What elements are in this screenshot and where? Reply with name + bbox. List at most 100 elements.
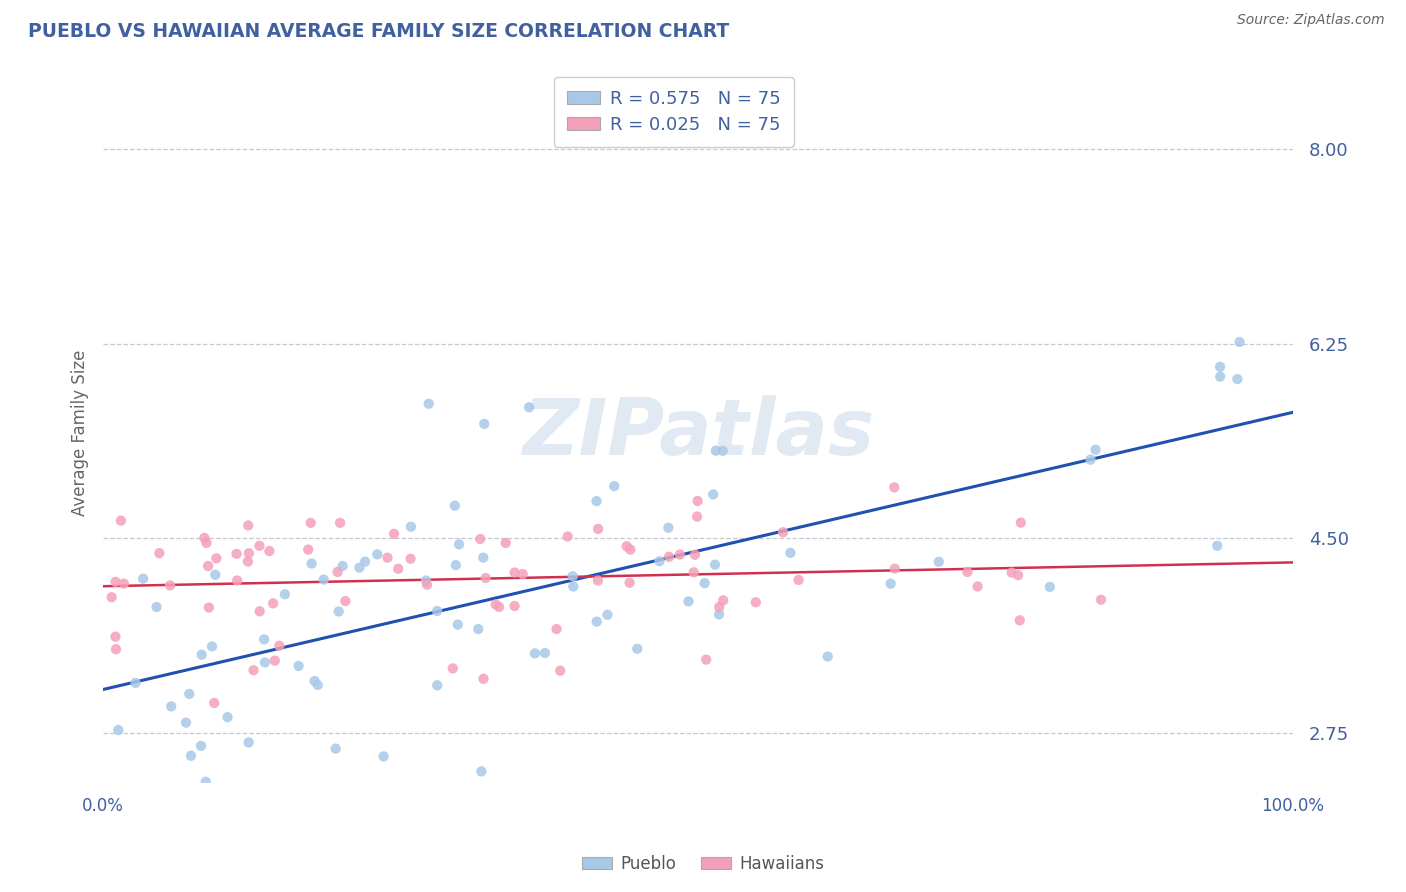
Point xyxy=(174,715,197,730)
Point xyxy=(201,640,224,654)
Point xyxy=(205,551,228,566)
Text: PUEBLO VS HAWAIIAN AVERAGE FAMILY SIZE CORRELATION CHART: PUEBLO VS HAWAIIAN AVERAGE FAMILY SIZE C… xyxy=(28,22,730,41)
Point xyxy=(449,537,471,551)
Point xyxy=(444,499,467,513)
Point xyxy=(253,656,276,670)
Point xyxy=(159,578,181,592)
Point xyxy=(193,531,215,545)
Point xyxy=(307,678,329,692)
Point xyxy=(704,443,727,458)
Point xyxy=(883,480,905,494)
Point xyxy=(561,569,583,583)
Point xyxy=(585,615,607,629)
Point xyxy=(1010,516,1032,530)
Point xyxy=(242,663,264,677)
Point xyxy=(548,664,571,678)
Legend: R = 0.575   N = 75, R = 0.025   N = 75: R = 0.575 N = 75, R = 0.025 N = 75 xyxy=(554,77,794,146)
Point xyxy=(686,509,709,524)
Point xyxy=(179,687,201,701)
Point xyxy=(418,397,440,411)
Point xyxy=(190,648,212,662)
Point xyxy=(616,539,638,553)
Point xyxy=(441,661,464,675)
Point xyxy=(879,576,901,591)
Point xyxy=(711,593,734,607)
Point xyxy=(236,555,259,569)
Point xyxy=(373,749,395,764)
Point xyxy=(787,573,810,587)
Point xyxy=(817,649,839,664)
Point xyxy=(745,595,768,609)
Point xyxy=(586,574,609,588)
Point xyxy=(1039,580,1062,594)
Point xyxy=(312,573,335,587)
Point xyxy=(472,417,495,431)
Point xyxy=(472,550,495,565)
Point xyxy=(562,580,585,594)
Point xyxy=(619,575,641,590)
Point xyxy=(704,558,727,572)
Legend: Pueblo, Hawaiians: Pueblo, Hawaiians xyxy=(575,848,831,880)
Point xyxy=(426,678,449,692)
Point xyxy=(202,696,225,710)
Point xyxy=(198,600,221,615)
Point xyxy=(299,516,322,530)
Point xyxy=(132,572,155,586)
Point xyxy=(657,521,679,535)
Point xyxy=(1008,613,1031,627)
Point xyxy=(596,607,619,622)
Point xyxy=(194,774,217,789)
Point xyxy=(883,561,905,575)
Point xyxy=(301,557,323,571)
Point xyxy=(1090,592,1112,607)
Point xyxy=(956,565,979,579)
Point xyxy=(195,536,218,550)
Point xyxy=(329,516,352,530)
Point xyxy=(693,576,716,591)
Point xyxy=(110,514,132,528)
Point xyxy=(772,525,794,540)
Point xyxy=(928,555,950,569)
Point xyxy=(586,522,609,536)
Point xyxy=(1001,566,1024,580)
Point xyxy=(495,536,517,550)
Point xyxy=(197,559,219,574)
Point xyxy=(225,547,247,561)
Point xyxy=(100,591,122,605)
Point xyxy=(204,567,226,582)
Point xyxy=(426,604,449,618)
Text: Source: ZipAtlas.com: Source: ZipAtlas.com xyxy=(1237,13,1385,28)
Point xyxy=(779,546,801,560)
Point xyxy=(1209,369,1232,384)
Point xyxy=(354,555,377,569)
Point xyxy=(326,565,349,579)
Point xyxy=(307,793,329,807)
Point xyxy=(259,544,281,558)
Point xyxy=(603,479,626,493)
Point xyxy=(512,567,534,582)
Point xyxy=(190,739,212,753)
Point xyxy=(707,607,730,622)
Point xyxy=(470,532,492,546)
Point xyxy=(470,764,492,779)
Point xyxy=(377,550,399,565)
Point xyxy=(485,598,508,612)
Point xyxy=(297,542,319,557)
Point xyxy=(585,494,607,508)
Point xyxy=(686,494,709,508)
Point xyxy=(226,574,249,588)
Point xyxy=(669,548,692,562)
Point xyxy=(444,558,467,573)
Point xyxy=(304,674,326,689)
Point xyxy=(262,596,284,610)
Point xyxy=(1226,372,1249,386)
Point xyxy=(474,571,496,585)
Point xyxy=(709,600,731,615)
Point xyxy=(658,549,681,564)
Point xyxy=(399,551,422,566)
Point xyxy=(1209,359,1232,374)
Point xyxy=(217,710,239,724)
Point xyxy=(546,622,568,636)
Point xyxy=(619,542,641,557)
Point xyxy=(1084,442,1107,457)
